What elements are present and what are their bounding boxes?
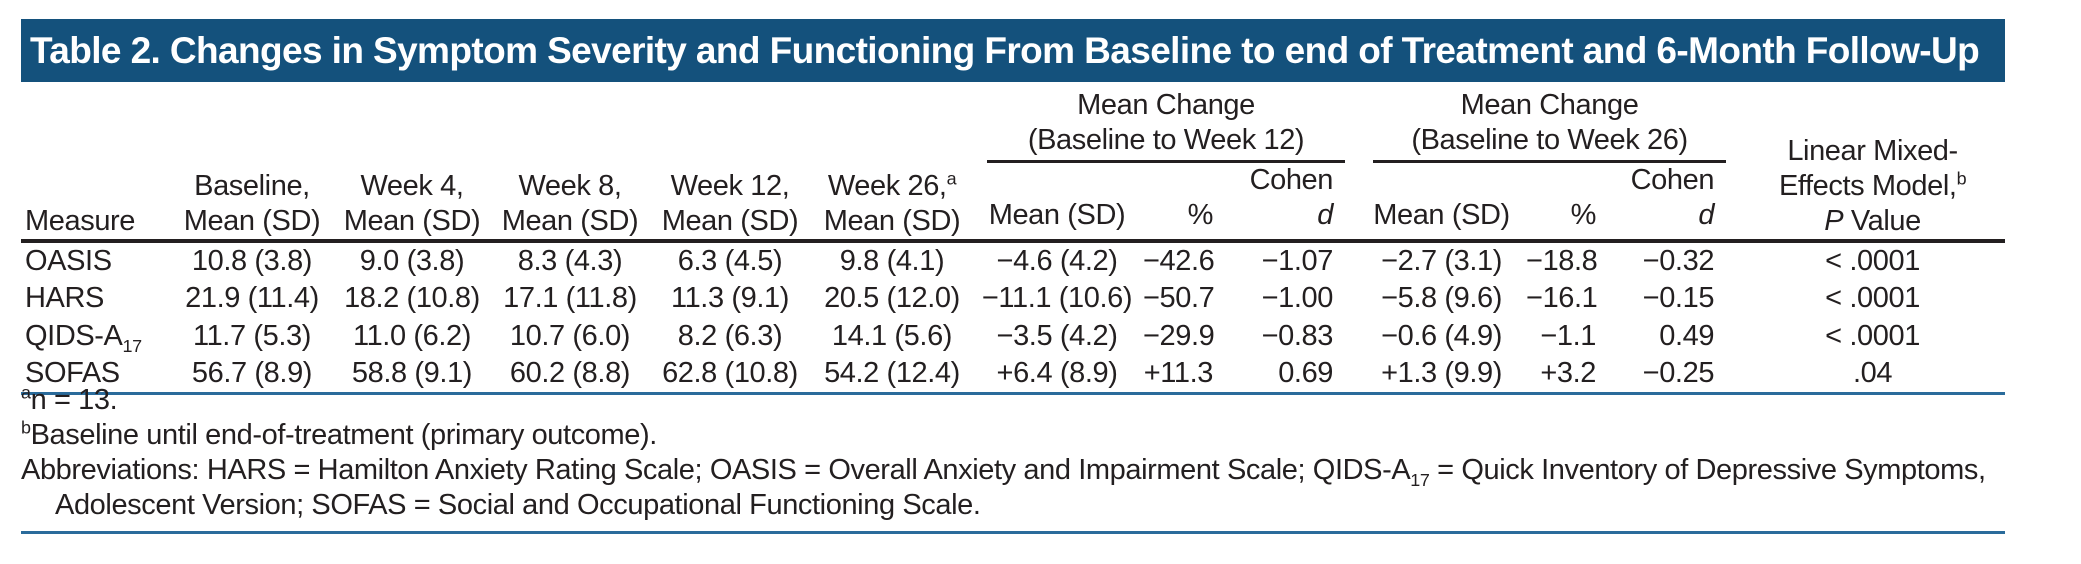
spanner-header-row: Measure Baseline, Mean (SD) Week 4, Mean… — [21, 88, 2005, 237]
table-header: Measure Baseline, Mean (SD) Week 4, Mean… — [21, 88, 2006, 241]
footnote-a: an = 13. — [21, 382, 118, 416]
footnotes: an = 13. bBaseline until end-of-treatmen… — [21, 383, 2005, 523]
table-cell: −0.32 — [1642, 244, 1715, 277]
footnote-b: bBaseline until end-of-treatment (primar… — [21, 417, 657, 451]
table-title-bar: Table 2. Changes in Symptom Severity and… — [21, 19, 2005, 82]
table-cell: −1.00 — [1261, 281, 1334, 314]
table-cell: 58.8 (9.1) — [351, 356, 473, 389]
column-header-week8: Week 8, Mean (SD) — [501, 170, 639, 237]
table-row-qids-a17: QIDS-A17 11.7 (5.3) 11.0 (6.2) 10.7 (6.0… — [21, 317, 2005, 355]
footnote-abbreviations-line2: Adolescent Version; SOFAS = Social and O… — [55, 489, 981, 521]
table-cell: < .0001 — [1825, 244, 1920, 277]
column-header-change12-mean-sd: Mean (SD) — [988, 199, 1126, 231]
table-cell: +3.2 — [1540, 356, 1597, 389]
column-header-change26-percent: % — [1570, 199, 1597, 231]
table-cell: −18.8 — [1526, 244, 1598, 277]
sub-header-row: Mean (SD) % Cohen d Mean (SD) % Cohen d — [21, 163, 2005, 241]
table-cell: < .0001 — [1825, 281, 1920, 314]
table-cell: < .0001 — [1825, 319, 1920, 352]
column-header-baseline: Baseline, Mean (SD) — [183, 170, 321, 237]
table-cell: 54.2 (12.4) — [824, 356, 960, 389]
column-header-week12: Week 12, Mean (SD) — [661, 170, 799, 237]
table-cell: .04 — [1853, 356, 1893, 389]
table-cell: 17.1 (11.8) — [503, 281, 637, 314]
table-cell: 20.5 (12.0) — [824, 281, 960, 314]
table-cell: 8.3 (4.3) — [517, 244, 623, 277]
table-cell: +1.3 (9.9) — [1381, 356, 1502, 389]
spanner-mean-change-week12: Mean Change (Baseline to Week 12) — [973, 88, 1359, 163]
column-header-change26-cohen-d: Cohen d — [1630, 164, 1715, 231]
table-cell: 56.7 (8.9) — [191, 356, 313, 389]
table-cell: +11.3 — [1143, 356, 1214, 389]
column-header-change26-mean-sd: Mean (SD) — [1373, 199, 1510, 231]
column-header-measure: Measure — [25, 205, 136, 237]
table-cell: −29.9 — [1143, 319, 1215, 352]
table-cell: −3.5 (4.2) — [996, 319, 1118, 352]
table-cell: −0.15 — [1642, 281, 1715, 314]
table-cell: 10.7 (6.0) — [509, 319, 631, 352]
table-cell: 8.2 (6.3) — [677, 319, 783, 352]
table-cell: −1.1 — [1540, 319, 1597, 352]
column-header-week4: Week 4, Mean (SD) — [343, 170, 481, 237]
row-label-hars: HARS — [25, 281, 104, 314]
footnote-abbreviations-line1: Abbreviations: HARS = Hamilton Anxiety R… — [21, 454, 1986, 490]
table-cell: 0.49 — [1659, 319, 1715, 352]
results-table: Measure Baseline, Mean (SD) Week 4, Mean… — [21, 88, 2006, 395]
table-cell: 11.7 (5.3) — [193, 319, 311, 352]
table-cell: 62.8 (10.8) — [662, 356, 798, 389]
table-cell: −2.7 (3.1) — [1381, 244, 1502, 277]
table-cell: 0.69 — [1278, 356, 1334, 389]
table-cell: 6.3 (4.5) — [677, 244, 783, 277]
table-cell: −0.83 — [1261, 319, 1334, 352]
table-cell: −0.6 (4.9) — [1381, 319, 1502, 352]
table-row-sofas: SOFAS 56.7 (8.9) 58.8 (9.1) 60.2 (8.8) 6… — [21, 355, 2005, 393]
table-row-oasis: OASIS 10.8 (3.8) 9.0 (3.8) 8.3 (4.3) 6.3… — [21, 241, 2005, 279]
results-table-wrap: Measure Baseline, Mean (SD) Week 4, Mean… — [21, 88, 2006, 395]
table-row-hars: HARS 21.9 (11.4) 18.2 (10.8) 17.1 (11.8)… — [21, 279, 2005, 317]
table-title: Table 2. Changes in Symptom Severity and… — [30, 29, 1980, 71]
bottom-divider — [21, 531, 2005, 534]
table-cell: −5.8 (9.6) — [1381, 281, 1502, 314]
table-cell: −50.7 — [1143, 281, 1215, 314]
table-cell: −0.25 — [1642, 356, 1715, 389]
table-cell: 9.8 (4.1) — [839, 244, 945, 277]
table-cell: +6.4 (8.9) — [996, 356, 1118, 389]
table-body: OASIS 10.8 (3.8) 9.0 (3.8) 8.3 (4.3) 6.3… — [21, 241, 2006, 393]
table-cell: 11.0 (6.2) — [353, 319, 471, 352]
table-cell: 60.2 (8.8) — [509, 356, 631, 389]
table-cell: 10.8 (3.8) — [191, 244, 313, 277]
table-cell: −16.1 — [1526, 281, 1598, 314]
column-header-week26: Week 26,a Mean (SD) — [823, 168, 961, 237]
spanner-mean-change-week26: Mean Change (Baseline to Week 26) — [1359, 88, 1740, 163]
table-cell: −11.1 (10.6) — [981, 281, 1133, 314]
row-label-qids-a17: QIDS-A17 — [25, 319, 142, 356]
table-cell: 9.0 (3.8) — [359, 244, 465, 277]
table-cell: −1.07 — [1261, 244, 1334, 277]
column-header-lmm-p-value: Linear Mixed- Effects Model,b P Value — [1778, 135, 1967, 237]
table-cell: 11.3 (9.1) — [671, 281, 789, 314]
column-header-change12-percent: % — [1187, 199, 1214, 231]
column-header-change12-cohen-d: Cohen d — [1249, 164, 1334, 231]
row-label-oasis: OASIS — [25, 244, 112, 277]
table-cell: 21.9 (11.4) — [185, 281, 319, 314]
table-cell: −42.6 — [1143, 244, 1215, 277]
row-label-sofas: SOFAS — [25, 356, 120, 389]
table-cell: 14.1 (5.6) — [831, 319, 953, 352]
table-cell: −4.6 (4.2) — [996, 244, 1118, 277]
table-cell: 18.2 (10.8) — [344, 281, 480, 314]
